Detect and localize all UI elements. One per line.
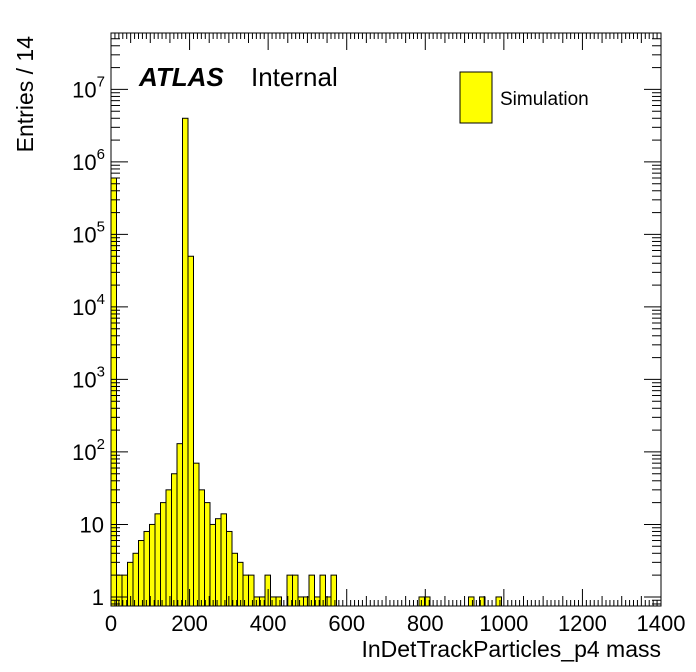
histogram-bar bbox=[330, 574, 337, 607]
histogram-bar bbox=[297, 596, 304, 607]
y-tick-label: 1 bbox=[92, 585, 104, 610]
histogram-bar bbox=[182, 117, 189, 607]
histogram-bar bbox=[198, 489, 205, 607]
y-tick-label: 107 bbox=[72, 73, 105, 102]
histogram-bar bbox=[138, 540, 145, 607]
histogram-bar bbox=[154, 513, 161, 607]
y-tick-label: 104 bbox=[72, 291, 105, 320]
x-tick-label: 800 bbox=[407, 611, 444, 636]
y-tick-label: 106 bbox=[72, 146, 105, 175]
histogram-bar bbox=[110, 177, 117, 607]
legend-swatch bbox=[459, 71, 493, 124]
y-tick-label: 103 bbox=[72, 363, 105, 392]
y-tick-label: 105 bbox=[72, 218, 105, 247]
histogram-bar bbox=[193, 462, 200, 607]
histogram-bar bbox=[215, 518, 222, 607]
atlas-label-bold: ATLAS bbox=[138, 62, 224, 92]
x-tick-label: 0 bbox=[105, 611, 117, 636]
y-axis-label: Entries / 14 bbox=[12, 36, 38, 153]
histogram-bars bbox=[110, 117, 502, 607]
histogram-bar bbox=[495, 596, 502, 607]
x-tick-label: 1400 bbox=[637, 611, 686, 636]
histogram-bar bbox=[176, 443, 183, 607]
histogram-bar bbox=[248, 574, 255, 607]
histogram-bar bbox=[209, 523, 216, 607]
histogram-bar bbox=[303, 596, 310, 607]
histogram-bar bbox=[226, 530, 233, 607]
histogram-bar bbox=[220, 513, 227, 607]
histogram-bar bbox=[171, 473, 178, 607]
y-axis-tick-labels: 1 10 102 103 104 105 106 107 bbox=[72, 73, 105, 610]
x-axis-label: InDetTrackParticles_p4 mass bbox=[361, 636, 661, 662]
histogram-bar bbox=[231, 552, 238, 607]
legend: Simulation bbox=[459, 71, 589, 124]
histogram-bar bbox=[160, 502, 167, 607]
x-tick-label: 1200 bbox=[558, 611, 607, 636]
x-tick-label: 200 bbox=[171, 611, 208, 636]
histogram-bar bbox=[468, 596, 475, 607]
x-tick-label: 1000 bbox=[479, 611, 528, 636]
histogram-bar bbox=[143, 530, 150, 607]
histogram-bar bbox=[275, 596, 282, 607]
histogram-bar bbox=[149, 523, 156, 607]
x-tick-label: 600 bbox=[328, 611, 365, 636]
histogram-bar bbox=[165, 489, 172, 607]
y-tick-label: 10 bbox=[80, 512, 104, 537]
atlas-label: ATLAS Internal bbox=[138, 62, 338, 92]
histogram-bar bbox=[242, 574, 249, 607]
legend-label: Simulation bbox=[500, 89, 589, 110]
y-tick-label: 102 bbox=[72, 436, 105, 465]
histogram-bar bbox=[204, 502, 211, 607]
x-tick-label: 400 bbox=[250, 611, 287, 636]
histogram-bar bbox=[325, 596, 332, 607]
histogram-bar bbox=[187, 255, 194, 607]
x-axis-tick-labels: 0 200 400 600 800 1000 1200 1400 bbox=[105, 611, 686, 636]
x-axis-ticks bbox=[110, 33, 662, 606]
histogram-bar bbox=[237, 561, 244, 607]
y-axis-ticks bbox=[111, 32, 661, 605]
atlas-label-internal: Internal bbox=[251, 62, 338, 92]
histogram-bar bbox=[270, 596, 277, 607]
histogram-bar bbox=[132, 552, 139, 607]
